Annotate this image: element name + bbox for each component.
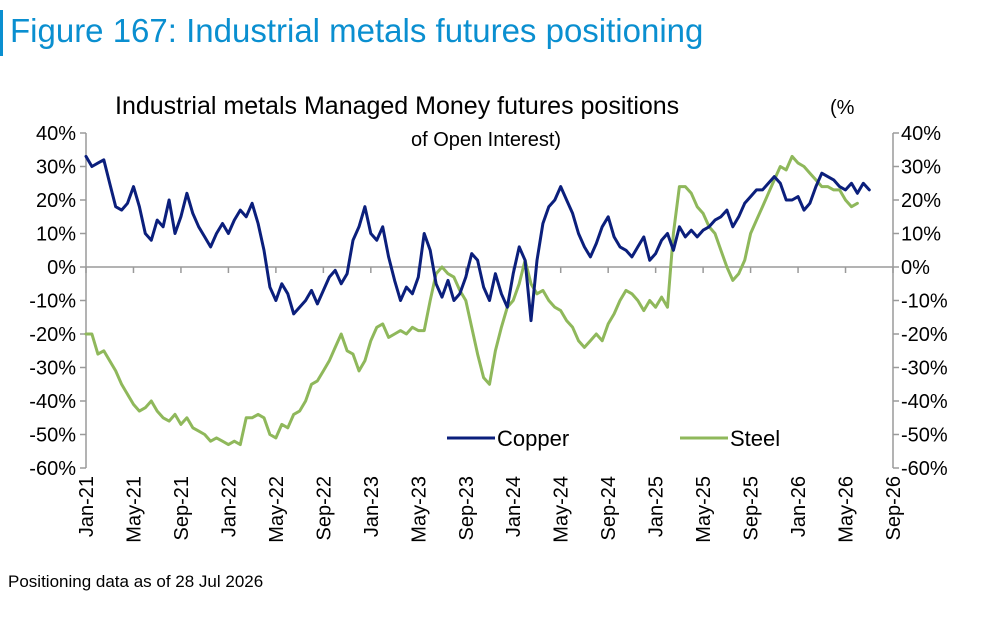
x-tick-label: Jan-21 (76, 476, 98, 537)
figure-accent-bar (0, 10, 3, 56)
y-tick-label-right: 20% (901, 190, 941, 212)
y-tick-label-right: 0% (901, 257, 930, 279)
y-tick-label-left: 10% (36, 224, 76, 246)
y-tick-label-right: -50% (901, 425, 948, 447)
x-tick-label: May-21 (123, 476, 145, 543)
y-tick-label-left: 20% (36, 190, 76, 212)
y-tick-label-left: -50% (29, 425, 76, 447)
x-tick-label: May-22 (266, 476, 288, 543)
footnote: Positioning data as of 28 Jul 2026 (8, 572, 264, 591)
y-tick-label-right: 30% (901, 157, 941, 179)
chart-title: Industrial metals Managed Money futures … (115, 92, 679, 120)
legend-label-steel: Steel (730, 426, 780, 451)
x-tick-label: May-23 (408, 476, 430, 543)
x-tick-label: Sep-23 (456, 476, 478, 541)
x-tick-label: Jan-22 (218, 476, 240, 537)
y-tick-label-left: 30% (36, 157, 76, 179)
y-tick-label-right: -60% (901, 458, 948, 480)
y-tick-label-right: 40% (901, 123, 941, 145)
y-tick-label-right: -10% (901, 291, 948, 313)
y-tick-label-left: 0% (47, 257, 76, 279)
x-tick-label: Jan-24 (503, 476, 525, 537)
x-tick-label: May-25 (693, 476, 715, 543)
legend-label-copper: Copper (497, 426, 569, 451)
x-tick-label: Sep-24 (598, 476, 620, 541)
x-tick-label: May-24 (551, 476, 573, 543)
figure-title: Figure 167: Industrial metals futures po… (10, 12, 704, 49)
y-tick-label-right: 10% (901, 224, 941, 246)
y-tick-label-right: -30% (901, 358, 948, 380)
y-tick-label-left: -20% (29, 324, 76, 346)
x-tick-label: Sep-26 (883, 476, 905, 541)
x-tick-label: Sep-25 (741, 476, 763, 541)
figure-header: Figure 167: Industrial metals futures po… (0, 0, 1004, 58)
y-tick-label-right: -20% (901, 324, 948, 346)
y-tick-label-left: 40% (36, 123, 76, 145)
y-tick-label-left: -30% (29, 358, 76, 380)
chart-title-line2: of Open Interest) (411, 129, 561, 151)
series-line-steel (84, 154, 859, 447)
x-tick-label: Sep-21 (171, 476, 193, 541)
y-tick-label-right: -40% (901, 391, 948, 413)
x-tick-label: Sep-22 (313, 476, 335, 541)
chart-title-suffix: (% (830, 97, 855, 119)
series-line-copper (84, 154, 871, 323)
x-tick-label: Jan-25 (646, 476, 668, 537)
y-tick-label-left: -10% (29, 291, 76, 313)
x-tick-label: Jan-23 (361, 476, 383, 537)
y-tick-label-left: -60% (29, 458, 76, 480)
x-tick-label: Jan-26 (788, 476, 810, 537)
y-tick-label-left: -40% (29, 391, 76, 413)
x-tick-label: May-26 (836, 476, 858, 543)
